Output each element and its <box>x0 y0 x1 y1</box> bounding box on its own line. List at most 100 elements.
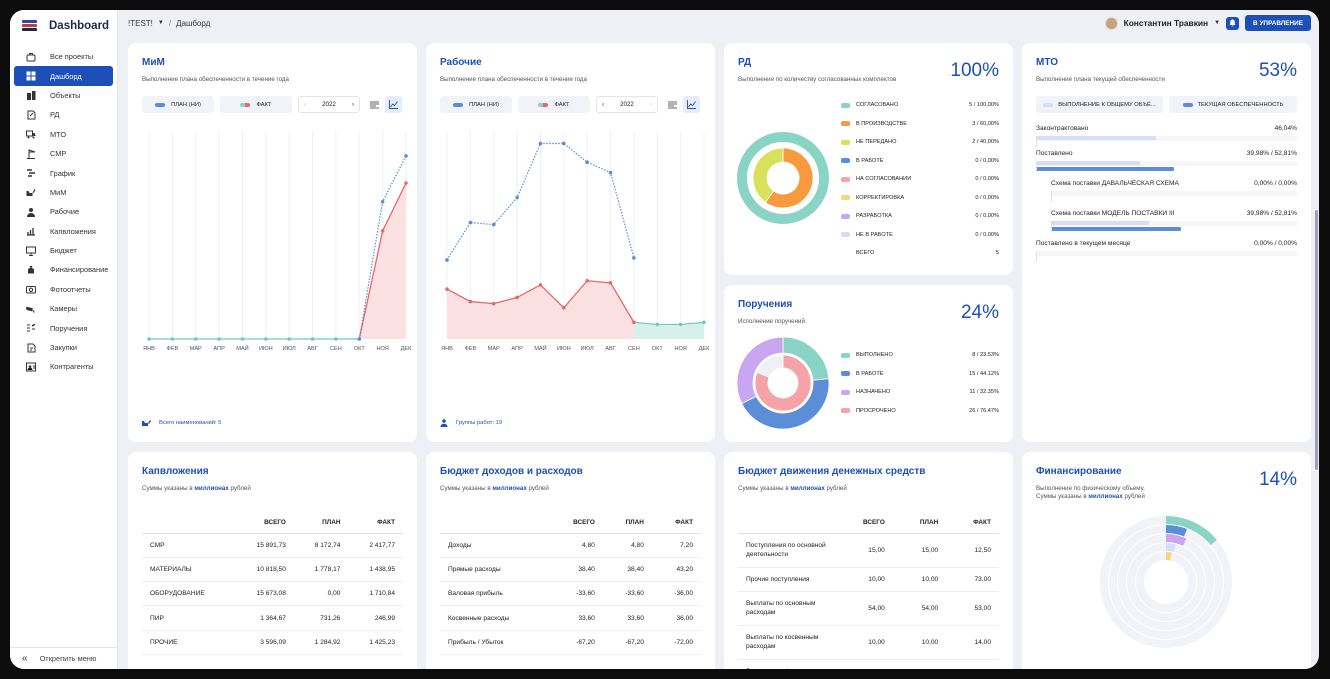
table-row[interactable]: МАТЕРИАЛЫ 10 818,50 1 778,17 1 438,95 <box>142 557 403 583</box>
fact-toggle-label: ФАКТ <box>256 101 272 108</box>
fact-point <box>702 320 706 325</box>
fact-toggle[interactable]: ФАКТ <box>518 96 590 113</box>
chevron-right-icon[interactable]: › <box>649 101 652 108</box>
table-row[interactable]: Выплаты по косвенным расходам 10,00 10,00 1… <box>738 625 999 660</box>
card-title: Поручения <box>738 299 793 310</box>
table-header-row: ВСЕГО ПЛАН ФАКТ <box>142 513 403 534</box>
radial-segment <box>1166 516 1217 546</box>
sidebar-item-2[interactable]: Объекты <box>14 86 113 105</box>
legend-value: 2 / 40,00% <box>972 139 999 146</box>
x-tick-label: МАЙ <box>236 344 248 352</box>
table-cell: -36,00 <box>651 581 701 607</box>
table-row[interactable]: Косвенные расходы 33,60 33,60 36,00 <box>440 605 701 631</box>
table-row[interactable]: Выплаты по финансовым расходам12,0012,00… <box>738 659 999 669</box>
avatar[interactable] <box>1104 16 1118 30</box>
legend-item: СОГЛАСОВАНО 5 / 100,00% <box>841 96 999 115</box>
sidebar-item-label: СМР <box>50 149 67 159</box>
sidebar-item-5[interactable]: СМР <box>14 144 113 163</box>
current-supply-toggle[interactable]: ТЕКУЩАЯ ОБЕСПЕЧЕННОСТЬ <box>1169 96 1297 113</box>
card-subtitle: Суммы указаны в миллионах рублей <box>440 485 549 492</box>
year-selector[interactable]: ‹ 2022 › <box>298 96 360 113</box>
table-row[interactable]: Прочие поступления 10,00 10,00 73,00 <box>738 567 999 592</box>
chevron-right-icon[interactable]: › <box>351 101 354 108</box>
mto-bar-track <box>1036 251 1297 256</box>
sidebar-item-13[interactable]: Камеры <box>14 299 113 318</box>
brand[interactable]: Dashboard <box>10 10 117 42</box>
x-tick-label: АПР <box>511 346 523 352</box>
table-row[interactable]: Прибыль / Убыток -67,20 -67,20 -72,00 <box>440 630 701 655</box>
sidebar-item-16[interactable]: Контрагенты <box>14 357 113 376</box>
donut-segment <box>736 336 784 405</box>
chart-view-button[interactable] <box>683 96 700 113</box>
table-row[interactable]: ПИР 1 364,67 731,26 246,99 <box>142 605 403 631</box>
sidebar-item-0[interactable]: Все проекты <box>14 47 113 66</box>
sidebar-item-8[interactable]: Рабочие <box>14 202 113 221</box>
workers-card: Рабочие Выполнение плана обеспеченности … <box>426 43 715 442</box>
total-volume-toggle[interactable]: ВЫПОЛНЕНИЕ К ОБЩЕМУ ОБЪЁ... <box>1036 96 1163 113</box>
plan-toggle[interactable]: ПЛАН (НИ) <box>142 96 214 113</box>
sidebar-item-7[interactable]: МиМ <box>14 183 113 202</box>
project-selector[interactable]: !TEST! <box>128 18 153 28</box>
plan-point <box>632 256 636 260</box>
table-view-button[interactable] <box>664 96 681 113</box>
plan-point <box>562 141 566 146</box>
mto-row: Поставлено в текущем месяце 0,00% / 0,00% <box>1036 240 1297 262</box>
sidebar-item-label: Все проекты <box>50 52 94 62</box>
x-tick-label: ФЕВ <box>465 346 477 352</box>
sidebar-item-14[interactable]: Поручения <box>14 318 113 337</box>
sidebar-item-10[interactable]: Бюджет <box>14 241 113 260</box>
legend-swatch <box>841 408 850 414</box>
column-header: ВСЕГО <box>834 513 893 534</box>
sidebar-item-9[interactable]: Капвложения <box>14 222 113 241</box>
chart-view-button[interactable] <box>385 96 402 113</box>
chevron-down-icon[interactable]: ▼ <box>1214 20 1221 26</box>
rd-donut-chart <box>737 132 829 224</box>
user-name[interactable]: Константин Травкин <box>1123 18 1209 28</box>
excavator-icon <box>26 187 36 197</box>
table-row[interactable]: Доходы 4,80 4,80 7,20 <box>440 533 701 558</box>
chevron-left-icon[interactable]: ‹ <box>602 101 605 108</box>
table-cell: 1 425,23 <box>348 630 403 655</box>
table-cell: 38,40 <box>602 557 652 583</box>
table-cell: 54,00 <box>892 591 947 626</box>
unpin-menu-button[interactable]: « Открепить меню <box>10 647 118 669</box>
card-subtitle: Выполнение плана текущей обеспеченности <box>1036 76 1165 83</box>
chevron-down-icon[interactable]: ▼ <box>157 20 164 26</box>
dashboard-icon <box>26 71 36 81</box>
table-row[interactable]: Прямые расходы 38,40 38,40 43,20 <box>440 557 701 583</box>
card-title: МиМ <box>142 57 165 68</box>
scrollbar[interactable] <box>1315 210 1318 470</box>
table-row[interactable]: ОБОРУДОВАНИЕ 15 673,08 0,00 1 710,84 <box>142 581 403 607</box>
mto-bar-track <box>1051 191 1297 196</box>
column-header: ПЛАН <box>293 513 349 534</box>
year-selector[interactable]: ‹ 2022 › <box>596 96 658 113</box>
table-row[interactable]: Поступления по основной деятельности 15,0… <box>738 533 999 568</box>
table-row[interactable]: ПРОЧИЕ 3 596,09 1 284,92 1 425,23 <box>142 630 403 655</box>
table-view-button[interactable] <box>366 96 383 113</box>
mim-card: МиМ Выполнение плана обеспеченности в те… <box>128 43 417 442</box>
plan-toggle[interactable]: ПЛАН (НИ) <box>440 96 512 113</box>
table-row[interactable]: Выплаты по основным расходам 54,00 54,00 53… <box>738 591 999 626</box>
mto-row-value: 39,98% / 52,81% <box>1246 210 1297 217</box>
fact-point <box>217 337 221 341</box>
fact-toggle[interactable]: ФАКТ <box>220 96 292 113</box>
manage-button[interactable]: В УПРАВЛЕНИЕ <box>1245 15 1311 31</box>
table-row[interactable]: Валовая прибыль -33,60 -33,60 -36,00 <box>440 581 701 607</box>
sidebar-item-3[interactable]: РД <box>14 105 113 124</box>
chevron-left-icon[interactable]: ‹ <box>304 101 307 108</box>
current-supply-swatch <box>1182 102 1193 107</box>
sidebar-item-15[interactable]: Закупки <box>14 338 113 357</box>
sidebar-item-12[interactable]: Фотоотчеты <box>14 280 113 299</box>
sidebar-item-4[interactable]: МТО <box>14 125 113 144</box>
column-header: ВСЕГО <box>549 513 603 534</box>
table-row[interactable]: СМР 15 891,73 8 172,74 2 417,77 <box>142 533 403 558</box>
x-tick-label: ИЮН <box>557 346 571 352</box>
mto-row-label: Схема поставки МОДЕЛЬ ПОСТАВКИ III <box>1051 210 1175 217</box>
notifications-button[interactable] <box>1226 16 1240 30</box>
sidebar-item-1[interactable]: Дашборд <box>14 66 113 86</box>
fact-baseline-line <box>633 321 705 326</box>
fact-point <box>538 283 543 287</box>
sidebar-item-6[interactable]: График <box>14 163 113 182</box>
sidebar-item-11[interactable]: Финансирование <box>14 260 113 279</box>
total-volume-swatch <box>1043 102 1054 107</box>
